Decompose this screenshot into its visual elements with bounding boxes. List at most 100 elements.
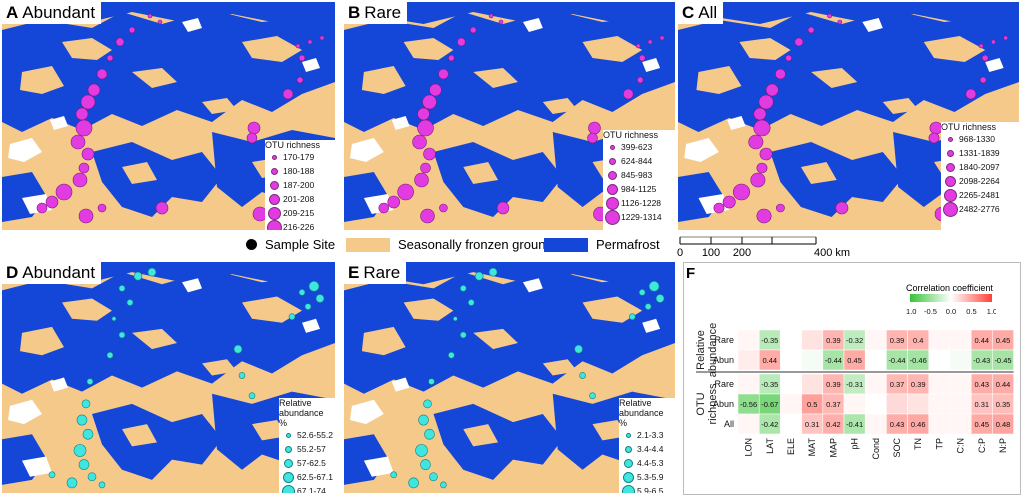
legend-item: 624-844 — [603, 154, 675, 168]
legend-circle-icon — [284, 445, 292, 453]
sample-site-marker — [414, 172, 429, 188]
legend-item: 187-200 — [265, 178, 335, 192]
legend-circle-icon — [605, 196, 619, 210]
legend-circle-icon — [267, 206, 281, 220]
sample-site-marker — [415, 444, 428, 457]
legend-d: Relative abundance % 52.6-55.2 55.2-57 57-… — [279, 398, 335, 493]
sample-site-marker — [488, 13, 494, 19]
sample-site-marker — [498, 19, 504, 25]
sample-site-marker — [758, 94, 774, 110]
legend-circle-icon — [282, 471, 294, 483]
heatmap-cell — [886, 393, 908, 415]
heatmap-column-label: TP — [934, 438, 944, 450]
heatmap-column-label: TN — [913, 438, 923, 450]
legend-e: Relative abundance % 2.1-3.3 3.4-4.4 4.4-5… — [619, 398, 675, 493]
heatmap-column-label: C:N — [956, 438, 966, 454]
sample-site-marker — [78, 208, 94, 224]
heatmap-row-label: Rare — [714, 335, 734, 345]
legend-item: 1229-1314 — [603, 209, 675, 225]
heatmap-cell — [780, 373, 802, 395]
sample-site-marker — [157, 19, 163, 25]
legend-item-label: 399-623 — [621, 142, 653, 152]
sample-site-marker — [128, 26, 136, 34]
heatmap-cell — [864, 413, 887, 435]
legend-rows-e: 2.1-3.33.4-4.44.4-5.35.3-5.95.9-6.56.5-7… — [619, 428, 675, 493]
legend-item-label: 2098-2264 — [959, 176, 1000, 186]
heatmap-column-label: N:P — [998, 438, 1008, 453]
sample-site-marker — [587, 132, 598, 144]
sample-site-marker — [111, 316, 117, 322]
legend-item-label: 1229-1314 — [621, 212, 662, 222]
legend-item: 62.5-67.1 — [279, 470, 335, 484]
heatmap-cell-value: 0.43 — [974, 380, 989, 389]
sample-site-marker — [315, 294, 325, 303]
heatmap-cell-value: -0.56 — [740, 400, 757, 409]
sample-site-marker — [76, 414, 88, 426]
legend-item-label: 201-208 — [283, 194, 315, 204]
legend-item-label: 2265-2481 — [959, 190, 1000, 200]
sample-site-marker — [794, 37, 804, 47]
heatmap-cell-value: -0.43 — [973, 356, 990, 365]
heatmap-cell-value: -0.46 — [910, 356, 927, 365]
sample-site-marker — [247, 121, 261, 135]
legend-item: 55.2-57 — [279, 442, 335, 456]
heatmap-row-label: All — [724, 419, 734, 429]
scale-tick-2: 200 — [733, 247, 751, 258]
sample-site-marker — [80, 94, 96, 110]
legend-item: 57-62.5 — [279, 456, 335, 470]
legend-seasonal: Seasonally fronzen ground — [346, 237, 553, 252]
legend-item: 5.9-6.5 — [619, 484, 675, 493]
legend-item-label: 3.4-4.4 — [637, 444, 664, 454]
heatmap-cell — [928, 329, 951, 351]
sample-site-marker — [78, 459, 90, 471]
sample-site-marker — [579, 372, 586, 379]
map-legend: Sample Site Seasonally fronzen ground Pe… — [0, 232, 1021, 258]
sample-site-marker — [647, 39, 653, 45]
heatmap-cell — [992, 349, 1014, 371]
colorbar-tick: 0.0 — [946, 307, 956, 316]
sample-site-marker — [82, 428, 94, 440]
sample-site-marker — [147, 267, 157, 277]
legend-item: 4.4-5.3 — [619, 456, 675, 470]
legend-item: 2.1-3.3 — [619, 428, 675, 442]
heatmap-cell-value: 0.35 — [996, 400, 1011, 409]
sample-site-marker — [979, 76, 987, 84]
legend-title-d: Relative abundance % — [279, 398, 324, 428]
heatmap-cell-value: 0.39 — [911, 380, 926, 389]
heatmap-grid: -0.35 0.39 -0.32 0.39 0.4 0.44 0.45 Rare 0.44 -0.… — [695, 323, 1014, 460]
legend-item-label: 67.1-74 — [297, 486, 326, 493]
heatmap-cell-value: 0.4 — [913, 336, 923, 345]
sample-site-marker — [623, 88, 634, 100]
heatmap-cell — [737, 373, 760, 395]
legend-rows-d: 52.6-55.255.2-5757-62.562.5-67.167.1-747… — [279, 428, 335, 493]
heatmap-cell-value: 0.44 — [996, 380, 1011, 389]
scale-tick-3: 400 km — [814, 247, 850, 258]
legend-circle-icon — [943, 188, 957, 202]
legend-item: 1840-2097 — [941, 160, 1019, 174]
heatmap-colorbar: -1.0 -0.5 0.0 0.5 1.0 — [906, 294, 996, 316]
heatmap-cell — [737, 413, 760, 435]
sample-site-marker — [75, 107, 89, 121]
sample-site-marker — [86, 378, 94, 385]
legend-seasonal-label: Seasonally fronzen ground — [398, 237, 553, 252]
sample-site-marker — [66, 477, 78, 489]
legend-circle-icon — [285, 432, 291, 438]
colorbar-tick: -0.5 — [924, 307, 937, 316]
sample-site-marker — [126, 299, 134, 306]
heatmap-column-label: MAP — [828, 438, 838, 458]
heatmap-cell-value: 0.31 — [805, 420, 820, 429]
heatmap-cell — [928, 393, 951, 415]
scale-tick-1: 100 — [702, 247, 720, 258]
legend-circle-icon — [268, 193, 280, 205]
legend-item-label: 57-62.5 — [297, 458, 326, 468]
sample-site-marker — [496, 201, 510, 215]
sample-site-marker — [319, 35, 325, 41]
heatmap-cell — [864, 373, 887, 395]
sample-site-marker — [488, 267, 498, 277]
heatmap-cell — [949, 373, 972, 395]
legend-item-label: 170-179 — [283, 152, 315, 162]
heatmap-cell — [780, 393, 802, 415]
legend-item: 1126-1228 — [603, 196, 675, 210]
heatmap-cell-value: 0.5 — [807, 400, 817, 409]
heatmap-column-label: LON — [744, 438, 754, 457]
